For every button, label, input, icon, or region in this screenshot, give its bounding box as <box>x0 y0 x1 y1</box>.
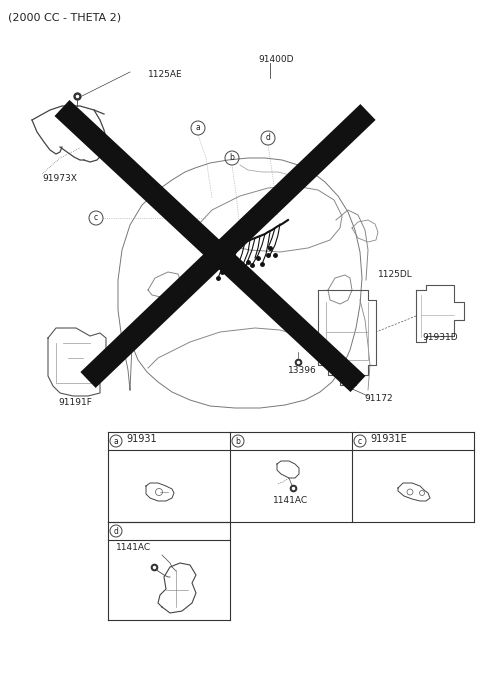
Text: d: d <box>114 527 119 535</box>
Text: a: a <box>196 123 200 132</box>
Text: 1125AE: 1125AE <box>148 70 182 79</box>
Text: 91973X: 91973X <box>42 174 77 183</box>
Text: (2000 CC - THETA 2): (2000 CC - THETA 2) <box>8 12 121 22</box>
Text: b: b <box>236 436 240 445</box>
Text: c: c <box>94 213 98 222</box>
Polygon shape <box>55 100 365 392</box>
Text: c: c <box>358 436 362 445</box>
Text: a: a <box>114 436 119 445</box>
Polygon shape <box>80 104 376 388</box>
Text: 91172: 91172 <box>364 394 393 403</box>
Text: 91931E: 91931E <box>370 434 407 444</box>
Text: 91931D: 91931D <box>422 333 457 342</box>
Text: 1125DL: 1125DL <box>378 270 413 279</box>
Text: 13396: 13396 <box>288 366 317 375</box>
Text: 91191F: 91191F <box>58 398 92 407</box>
Text: b: b <box>229 153 234 162</box>
Text: d: d <box>265 134 270 143</box>
Text: 1141AC: 1141AC <box>116 543 151 552</box>
Text: 91931: 91931 <box>126 434 156 444</box>
Text: 91400D: 91400D <box>258 55 293 64</box>
Text: 1141AC: 1141AC <box>273 496 308 505</box>
